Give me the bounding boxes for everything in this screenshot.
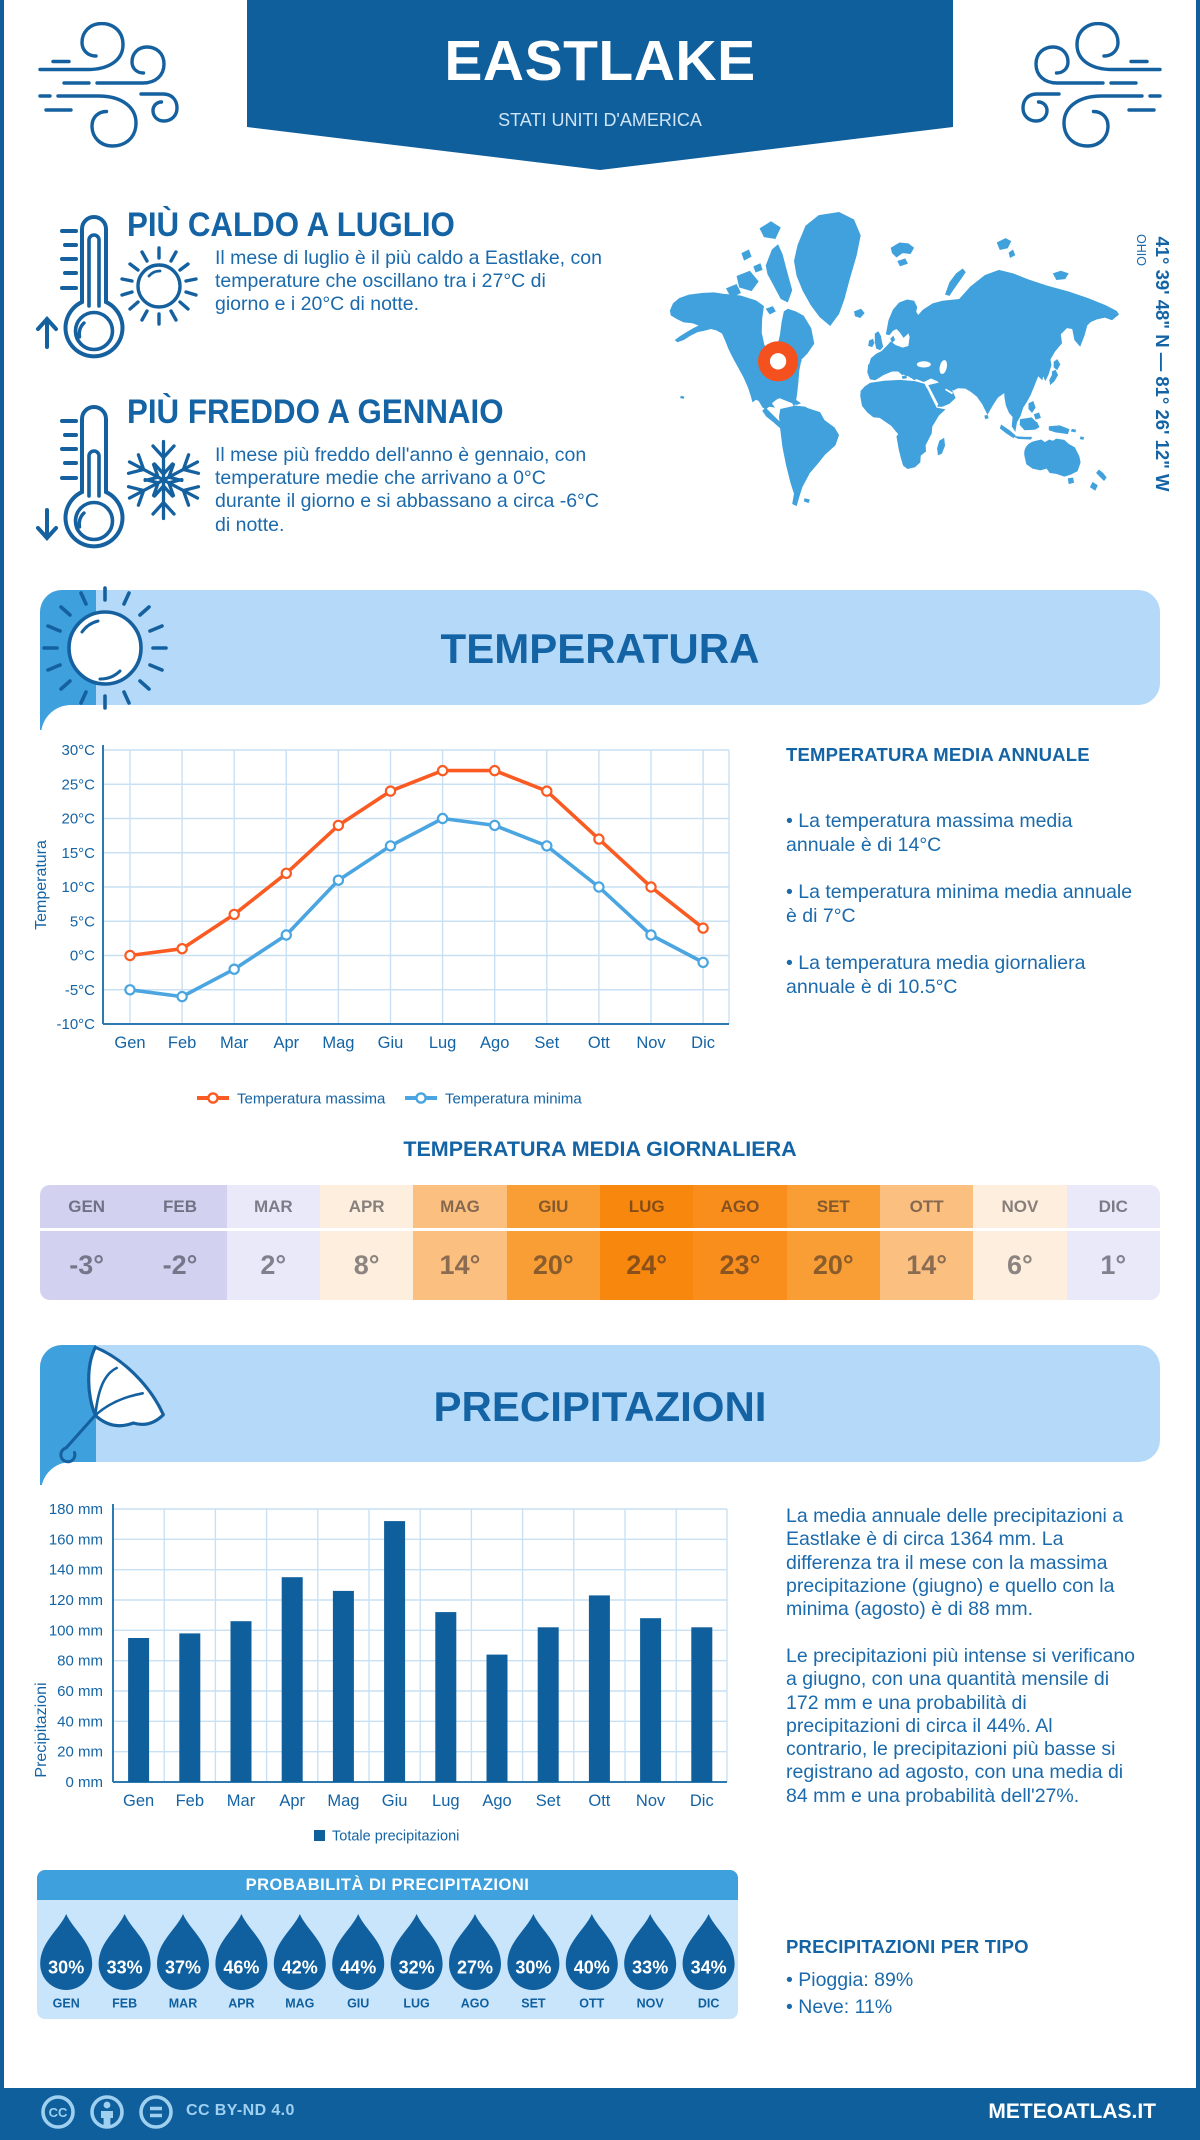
- svg-text:LUG: LUG: [403, 1997, 429, 2011]
- svg-text:CC: CC: [49, 2105, 68, 2120]
- svg-text:Set: Set: [536, 1792, 561, 1810]
- svg-text:33%: 33%: [107, 1958, 143, 1978]
- svg-text:SET: SET: [521, 1997, 546, 2011]
- svg-text:Lug: Lug: [429, 1034, 457, 1052]
- svg-text:20°C: 20°C: [61, 811, 95, 828]
- svg-text:5°C: 5°C: [70, 914, 95, 931]
- svg-text:FEB: FEB: [112, 1997, 137, 2011]
- svg-text:Mar: Mar: [220, 1034, 249, 1052]
- svg-text:30°C: 30°C: [61, 742, 95, 759]
- svg-text:Dic: Dic: [691, 1034, 715, 1052]
- svg-text:Temperatura: Temperatura: [33, 840, 50, 930]
- svg-text:MAR: MAR: [169, 1997, 197, 2011]
- svg-text:20 mm: 20 mm: [57, 1744, 103, 1761]
- svg-text:30%: 30%: [48, 1958, 84, 1978]
- svg-text:Feb: Feb: [168, 1034, 196, 1052]
- svg-text:MAG: MAG: [285, 1997, 314, 2011]
- svg-text:Lug: Lug: [432, 1792, 460, 1810]
- svg-text:33%: 33%: [632, 1958, 668, 1978]
- svg-text:10°C: 10°C: [61, 879, 95, 896]
- svg-text:Feb: Feb: [176, 1792, 204, 1810]
- svg-text:AGO: AGO: [461, 1997, 490, 2011]
- svg-text:140 mm: 140 mm: [49, 1562, 103, 1579]
- svg-text:Nov: Nov: [636, 1034, 666, 1052]
- svg-text:40 mm: 40 mm: [57, 1713, 103, 1730]
- svg-text:GIU: GIU: [347, 1997, 369, 2011]
- svg-text:0 mm: 0 mm: [66, 1774, 104, 1791]
- svg-text:34%: 34%: [691, 1958, 727, 1978]
- svg-text:44%: 44%: [340, 1958, 376, 1978]
- svg-text:100 mm: 100 mm: [49, 1622, 103, 1639]
- svg-text:Set: Set: [534, 1034, 559, 1052]
- svg-text:Gen: Gen: [114, 1034, 145, 1052]
- svg-text:Giu: Giu: [378, 1034, 404, 1052]
- svg-text:Gen: Gen: [123, 1792, 154, 1810]
- svg-text:Apr: Apr: [273, 1034, 299, 1052]
- svg-text:Nov: Nov: [636, 1792, 666, 1810]
- svg-text:Ago: Ago: [480, 1034, 509, 1052]
- svg-text:0°C: 0°C: [70, 948, 95, 965]
- svg-text:Temperatura massima: Temperatura massima: [237, 1091, 386, 1108]
- svg-text:-5°C: -5°C: [65, 982, 95, 999]
- svg-text:Totale precipitazioni: Totale precipitazioni: [332, 1829, 459, 1845]
- svg-text:Ott: Ott: [588, 1792, 610, 1810]
- svg-text:OTT: OTT: [579, 1997, 604, 2011]
- svg-text:Mar: Mar: [227, 1792, 256, 1810]
- svg-text:120 mm: 120 mm: [49, 1592, 103, 1609]
- svg-text:Apr: Apr: [279, 1792, 305, 1810]
- svg-text:40%: 40%: [574, 1958, 610, 1978]
- svg-text:Dic: Dic: [690, 1792, 714, 1810]
- svg-text:32%: 32%: [399, 1958, 435, 1978]
- svg-text:Mag: Mag: [327, 1792, 359, 1810]
- svg-text:Ago: Ago: [482, 1792, 511, 1810]
- svg-text:27%: 27%: [457, 1958, 493, 1978]
- svg-text:NOV: NOV: [637, 1997, 665, 2011]
- svg-text:42%: 42%: [282, 1958, 318, 1978]
- svg-text:25°C: 25°C: [61, 777, 95, 794]
- svg-text:Mag: Mag: [322, 1034, 354, 1052]
- svg-text:APR: APR: [228, 1997, 254, 2011]
- svg-text:15°C: 15°C: [61, 845, 95, 862]
- svg-text:180 mm: 180 mm: [49, 1501, 103, 1518]
- svg-text:60 mm: 60 mm: [57, 1683, 103, 1700]
- svg-text:Temperatura minima: Temperatura minima: [445, 1091, 582, 1108]
- svg-text:GEN: GEN: [53, 1997, 80, 2011]
- svg-text:Precipitazioni: Precipitazioni: [33, 1682, 50, 1777]
- svg-text:80 mm: 80 mm: [57, 1653, 103, 1670]
- svg-text:30%: 30%: [515, 1958, 551, 1978]
- svg-text:37%: 37%: [165, 1958, 201, 1978]
- svg-text:-10°C: -10°C: [56, 1016, 95, 1033]
- svg-text:DIC: DIC: [698, 1997, 720, 2011]
- svg-text:Giu: Giu: [382, 1792, 408, 1810]
- svg-text:160 mm: 160 mm: [49, 1531, 103, 1548]
- svg-text:46%: 46%: [223, 1958, 259, 1978]
- svg-text:Ott: Ott: [588, 1034, 610, 1052]
